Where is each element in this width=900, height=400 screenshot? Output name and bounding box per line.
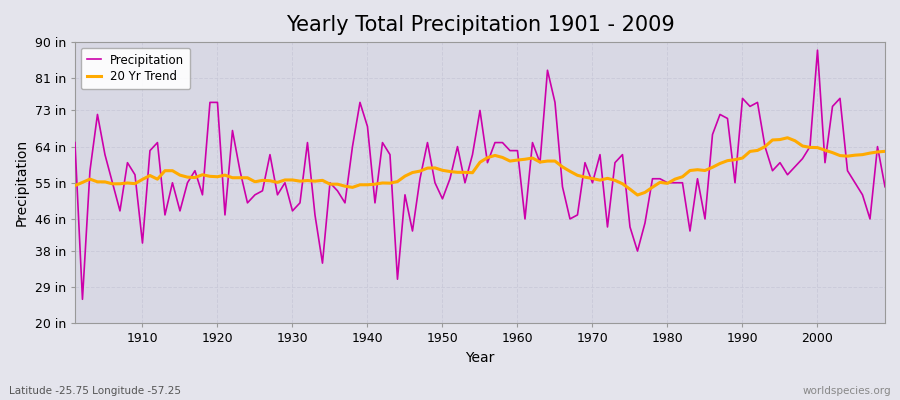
20 Yr Trend — [130, 181, 140, 186]
20 Yr Trend — [632, 193, 643, 198]
Precipitation — [609, 160, 620, 165]
20 Yr Trend — [602, 176, 613, 181]
Text: Latitude -25.75 Longitude -57.25: Latitude -25.75 Longitude -57.25 — [9, 386, 181, 396]
X-axis label: Year: Year — [465, 351, 495, 365]
Precipitation — [69, 140, 80, 145]
20 Yr Trend — [69, 183, 80, 188]
Precipitation — [812, 48, 823, 52]
20 Yr Trend — [512, 158, 523, 162]
20 Yr Trend — [505, 159, 516, 164]
20 Yr Trend — [782, 135, 793, 140]
Precipitation — [77, 297, 88, 302]
20 Yr Trend — [294, 179, 305, 184]
Legend: Precipitation, 20 Yr Trend: Precipitation, 20 Yr Trend — [81, 48, 191, 89]
Precipitation — [302, 140, 313, 145]
20 Yr Trend — [339, 184, 350, 188]
Line: Precipitation: Precipitation — [75, 50, 885, 299]
Precipitation — [347, 144, 358, 149]
Precipitation — [512, 148, 523, 153]
20 Yr Trend — [879, 149, 890, 154]
Line: 20 Yr Trend: 20 Yr Trend — [75, 138, 885, 195]
Title: Yearly Total Precipitation 1901 - 2009: Yearly Total Precipitation 1901 - 2009 — [285, 15, 674, 35]
Y-axis label: Precipitation: Precipitation — [15, 139, 29, 226]
Text: worldspecies.org: worldspecies.org — [803, 386, 891, 396]
Precipitation — [137, 241, 148, 246]
Precipitation — [879, 184, 890, 189]
Precipitation — [519, 216, 530, 221]
